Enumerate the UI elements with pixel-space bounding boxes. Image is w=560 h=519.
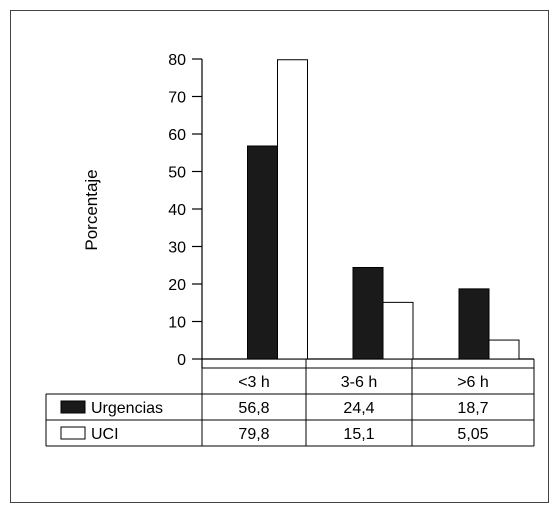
bar	[488, 339, 520, 360]
y-axis-label: Porcentaje	[82, 169, 101, 250]
y-tick-label: 30	[168, 240, 186, 257]
legend-swatch	[60, 400, 86, 414]
data-label: 18,7	[457, 400, 488, 417]
bar	[352, 267, 384, 360]
x-tick-label: <3 h	[238, 374, 270, 391]
legend-label: UCI	[91, 426, 119, 443]
x-tick-label: 3-6 h	[341, 374, 377, 391]
y-tick-label: 70	[168, 90, 186, 107]
y-tick-label: 20	[168, 277, 186, 294]
x-tick-label: >6 h	[457, 374, 489, 391]
data-label: 15,1	[343, 426, 374, 443]
y-tick-label: 0	[177, 352, 186, 369]
legend-label: Urgencias	[91, 400, 163, 417]
bar	[277, 59, 308, 360]
legend-swatch	[60, 426, 86, 440]
y-tick-label: 50	[168, 165, 186, 182]
data-label: 79,8	[238, 426, 269, 443]
data-label: 56,8	[238, 400, 269, 417]
y-tick-label: 10	[168, 315, 186, 332]
bar	[382, 301, 414, 360]
y-tick-label: 80	[168, 52, 186, 69]
bar	[458, 288, 490, 360]
data-label: 5,05	[457, 426, 488, 443]
y-tick-label: 60	[168, 127, 186, 144]
data-label: 24,4	[343, 400, 374, 417]
y-tick-label: 40	[168, 202, 186, 219]
data-table: <3 h 3-6 h >6 h Urgencias 56,8 24,4 18,7 UCI 79,…	[45, 359, 535, 447]
bars	[247, 59, 520, 360]
bar	[247, 145, 278, 360]
